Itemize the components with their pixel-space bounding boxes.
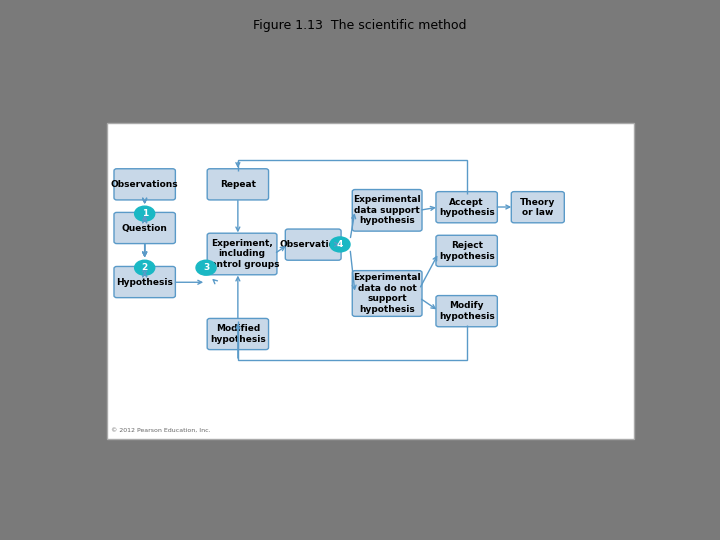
Text: Modified
hypothesis: Modified hypothesis bbox=[210, 325, 266, 344]
Circle shape bbox=[330, 237, 350, 252]
Text: Hypothesis: Hypothesis bbox=[116, 278, 173, 287]
FancyBboxPatch shape bbox=[352, 190, 422, 231]
FancyBboxPatch shape bbox=[285, 229, 341, 260]
Text: Experimental
data support
hypothesis: Experimental data support hypothesis bbox=[354, 195, 421, 225]
FancyBboxPatch shape bbox=[107, 123, 634, 439]
Text: Theory
or law: Theory or law bbox=[520, 198, 556, 217]
Text: 2: 2 bbox=[142, 263, 148, 272]
Text: Observations: Observations bbox=[279, 240, 347, 249]
Text: Experimental
data do not
support
hypothesis: Experimental data do not support hypothe… bbox=[354, 273, 421, 314]
FancyBboxPatch shape bbox=[436, 295, 498, 327]
Text: © 2012 Pearson Education, Inc.: © 2012 Pearson Education, Inc. bbox=[111, 428, 211, 433]
Text: Question: Question bbox=[122, 224, 168, 233]
Text: 1: 1 bbox=[142, 209, 148, 218]
Text: Figure 1.13  The scientific method: Figure 1.13 The scientific method bbox=[253, 19, 467, 32]
FancyBboxPatch shape bbox=[114, 266, 176, 298]
Text: Observations: Observations bbox=[111, 180, 179, 189]
FancyBboxPatch shape bbox=[114, 212, 176, 244]
FancyBboxPatch shape bbox=[207, 233, 277, 275]
FancyBboxPatch shape bbox=[436, 192, 498, 223]
FancyBboxPatch shape bbox=[114, 168, 176, 200]
FancyBboxPatch shape bbox=[207, 319, 269, 349]
Circle shape bbox=[135, 206, 155, 221]
FancyBboxPatch shape bbox=[207, 168, 269, 200]
Text: Modify
hypothesis: Modify hypothesis bbox=[438, 301, 495, 321]
Text: Reject
hypothesis: Reject hypothesis bbox=[438, 241, 495, 261]
FancyBboxPatch shape bbox=[436, 235, 498, 266]
Text: 3: 3 bbox=[203, 263, 210, 272]
Circle shape bbox=[196, 260, 216, 275]
Text: 4: 4 bbox=[337, 240, 343, 249]
Text: Repeat: Repeat bbox=[220, 180, 256, 189]
FancyBboxPatch shape bbox=[352, 271, 422, 316]
Text: Experiment,
including
control groups: Experiment, including control groups bbox=[204, 239, 279, 269]
Text: Accept
hypothesis: Accept hypothesis bbox=[438, 198, 495, 217]
Circle shape bbox=[135, 260, 155, 275]
FancyBboxPatch shape bbox=[511, 192, 564, 223]
